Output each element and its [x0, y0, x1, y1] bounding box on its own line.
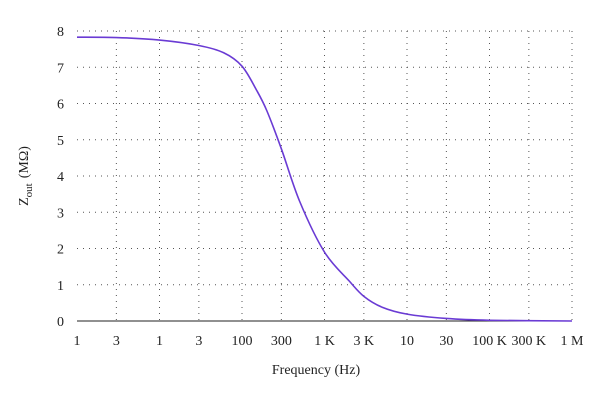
y-tick-label: 0	[57, 315, 64, 330]
y-axis-label: Zout (MΩ)	[17, 146, 35, 206]
x-tick-label: 30	[439, 334, 453, 349]
x-tick-label: 1	[156, 334, 163, 349]
y-tick-label: 5	[57, 134, 64, 149]
x-tick-label: 100	[232, 334, 253, 349]
x-tick-label: 300	[271, 334, 292, 349]
y-label-unit: (MΩ)	[17, 146, 32, 179]
x-tick-label: 3	[195, 334, 202, 349]
line-series	[76, 36, 573, 322]
x-tick-label: 300 K	[512, 334, 547, 349]
x-tick-label: 3 K	[354, 334, 375, 349]
y-label-main: Z	[17, 197, 32, 206]
y-tick-label: 3	[57, 206, 64, 221]
y-label-sub: out	[23, 183, 35, 197]
y-tick-label: 8	[57, 25, 64, 40]
x-axis-label: Frequency (Hz)	[272, 363, 361, 378]
y-tick-label: 6	[57, 98, 64, 113]
y-tick-label: 1	[57, 279, 64, 294]
y-tick-label: 4	[57, 170, 64, 185]
x-tick-label: 1	[74, 334, 81, 349]
x-tick-label: 100 K	[472, 334, 507, 349]
x-tick-label: 1 K	[314, 334, 335, 349]
x-tick-label: 3	[113, 334, 120, 349]
x-tick-label: 10	[400, 334, 414, 349]
y-tick-label: 7	[57, 61, 64, 76]
y-tick-label: 2	[57, 243, 64, 258]
x-tick-label: 1 M	[561, 334, 585, 349]
